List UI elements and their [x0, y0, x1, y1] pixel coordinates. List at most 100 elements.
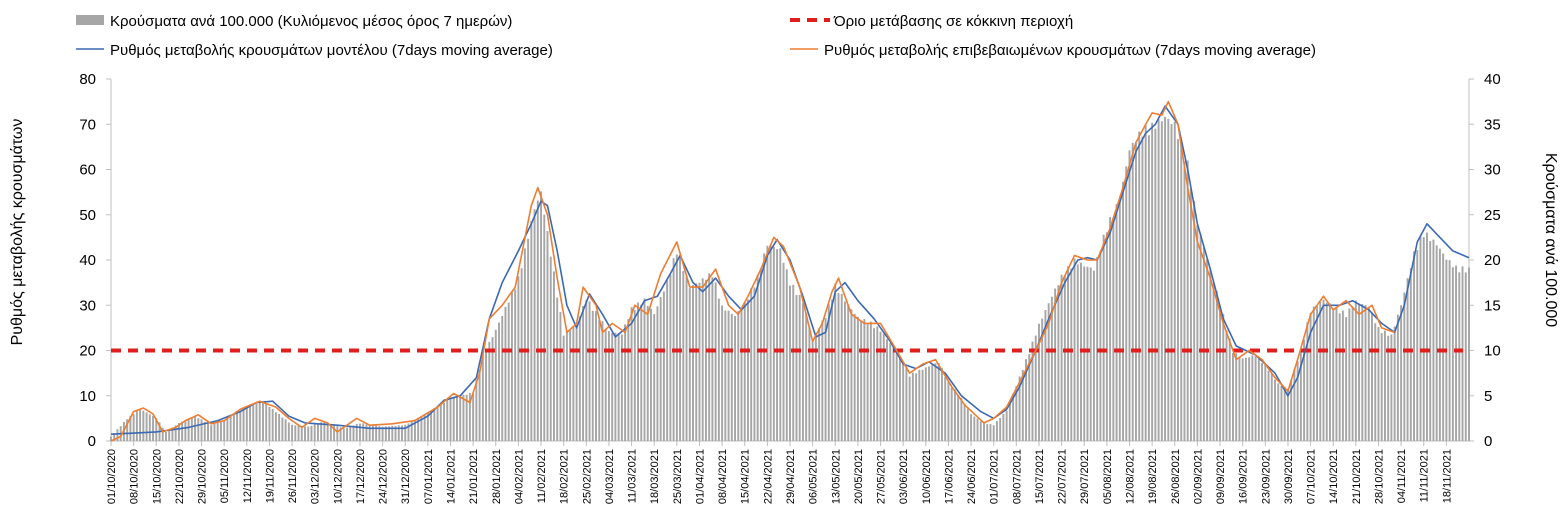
bar: [863, 319, 866, 441]
x-tick-label: 21/01/2021: [468, 449, 480, 504]
bar: [588, 301, 591, 441]
bar: [485, 350, 488, 441]
bar: [116, 429, 119, 441]
bar: [510, 291, 513, 441]
bar: [1248, 357, 1251, 441]
bar: [1060, 274, 1063, 441]
x-tick-label: 29/07/2021: [1079, 449, 1091, 504]
bar: [789, 285, 791, 441]
bar: [540, 191, 543, 441]
bar: [992, 425, 995, 441]
x-tick-label: 15/10/2020: [151, 449, 163, 504]
bar: [197, 418, 200, 441]
bar: [1261, 363, 1264, 441]
bar: [1199, 233, 1202, 441]
bar: [459, 395, 462, 441]
bar: [268, 406, 271, 441]
bar: [1329, 303, 1331, 441]
x-tick-label: 27/05/2021: [876, 449, 888, 504]
bar: [879, 331, 882, 441]
bar: [1257, 357, 1260, 441]
bar: [808, 326, 811, 441]
bar: [465, 394, 468, 441]
bar: [533, 209, 536, 441]
bar: [262, 401, 264, 441]
bar: [824, 318, 827, 441]
bar: [1083, 266, 1086, 441]
bar: [239, 411, 242, 441]
x-tick-label: 03/12/2020: [310, 449, 322, 504]
bar: [1063, 276, 1066, 441]
bar: [1400, 305, 1403, 441]
bar: [766, 245, 769, 441]
bar: [795, 295, 798, 441]
bar: [1173, 121, 1176, 442]
bar: [1186, 160, 1189, 442]
bar: [1086, 266, 1089, 441]
bar: [126, 419, 129, 441]
y-left-tick-label: 50: [79, 207, 96, 224]
bar: [640, 304, 643, 441]
x-tick-label: 22/10/2020: [174, 449, 186, 504]
bar: [1215, 291, 1218, 441]
y-axis-left-ticks: 0 10 20 30 40 50 60 70 80: [79, 71, 111, 450]
bar: [1312, 306, 1315, 441]
bar: [1432, 239, 1435, 441]
bar: [1290, 379, 1293, 441]
bar: [856, 316, 859, 441]
bar: [892, 347, 895, 441]
bar: [695, 283, 698, 441]
bar: [1154, 128, 1157, 441]
bar: [643, 298, 646, 441]
y-right-tick-label: 25: [1484, 207, 1501, 224]
bar: [1025, 359, 1028, 441]
x-tick-label: 01/10/2020: [106, 449, 118, 504]
bar: [213, 423, 216, 441]
bar: [853, 313, 856, 441]
bar: [297, 425, 300, 441]
bar: [439, 403, 442, 441]
x-tick-label: 18/11/2021: [1441, 449, 1453, 503]
x-tick-label: 10/12/2020: [332, 449, 344, 504]
bar: [1021, 369, 1024, 441]
x-tick-label: 18/02/2021: [559, 449, 571, 504]
bar: [1451, 267, 1454, 441]
legend: Κρούσματα ανά 100.000 (Κυλιόμενος μέσος …: [76, 13, 1316, 59]
bar: [210, 425, 213, 441]
bar: [717, 298, 720, 441]
bar: [727, 310, 730, 441]
bar: [426, 412, 429, 441]
bar: [1118, 201, 1121, 441]
y-left-tick-label: 20: [79, 343, 96, 360]
bar: [501, 315, 504, 441]
bar: [1128, 150, 1131, 442]
bar: [1390, 334, 1393, 441]
bar: [1005, 410, 1008, 441]
bar: [1067, 266, 1070, 441]
y-left-tick-label: 30: [79, 297, 96, 314]
bar: [1426, 232, 1428, 441]
bar: [1112, 217, 1115, 441]
bar: [915, 373, 918, 441]
bar: [1335, 307, 1338, 441]
bar: [669, 274, 672, 441]
x-tick-label: 05/08/2021: [1102, 449, 1114, 504]
x-tick-label: 11/11/2021: [1419, 449, 1431, 502]
bar: [627, 319, 630, 441]
bar: [662, 291, 665, 441]
bar: [110, 436, 112, 441]
bar: [142, 410, 145, 441]
bar: [1235, 353, 1238, 441]
bar: [498, 322, 500, 441]
bar: [1367, 307, 1370, 441]
bar: [921, 369, 924, 441]
bar: [692, 285, 694, 441]
x-tick-label: 14/01/2021: [446, 449, 458, 504]
bar: [281, 417, 284, 441]
bar: [1122, 181, 1125, 442]
bar: [1109, 217, 1112, 441]
x-tick-label: 31/12/2020: [400, 449, 412, 504]
bar: [391, 425, 394, 441]
bar: [365, 424, 368, 441]
